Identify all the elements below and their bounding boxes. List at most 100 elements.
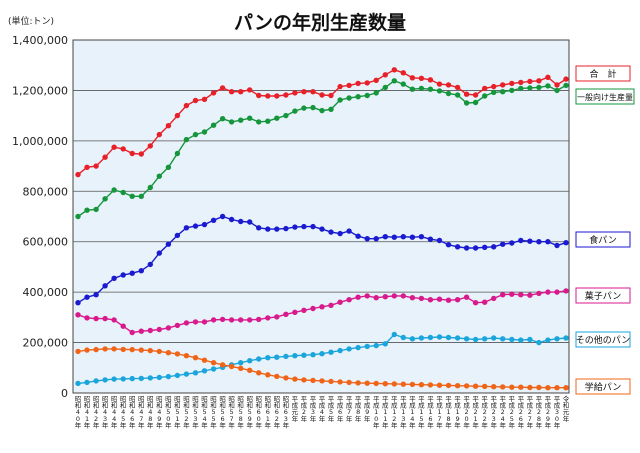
data-point (400, 381, 406, 387)
data-point (436, 382, 443, 388)
x-tick-label: 平成 1 3 年 (400, 395, 407, 429)
data-point (382, 234, 388, 240)
data-point (75, 380, 81, 387)
data-point (111, 376, 117, 382)
data-point (174, 351, 181, 357)
data-point (409, 75, 416, 81)
unit-label: (単位:トン) (8, 15, 54, 27)
x-tick-label: 昭和 5 4 年 (201, 395, 208, 429)
data-point (210, 122, 217, 128)
data-point (427, 86, 434, 92)
data-point (364, 92, 370, 99)
data-point (373, 77, 379, 84)
data-point (337, 379, 343, 385)
data-point (174, 322, 181, 329)
data-point (310, 89, 316, 95)
data-point (355, 344, 361, 351)
legend-box (575, 65, 631, 82)
data-point (111, 275, 117, 281)
data-point (228, 119, 235, 125)
x-tick-label: 平成 1 1 年 (382, 395, 389, 429)
data-point (436, 237, 443, 244)
data-point (536, 384, 542, 391)
data-point (518, 237, 524, 244)
data-point (219, 213, 226, 220)
data-point (265, 372, 271, 378)
x-tick-label: 平成 1 2 年 (391, 395, 398, 429)
data-point (400, 293, 406, 299)
data-point (436, 296, 443, 302)
legend-label: 合 計 (589, 68, 616, 80)
data-point (536, 290, 542, 297)
data-point (247, 317, 253, 323)
data-point (210, 366, 217, 372)
data-point (509, 80, 515, 87)
data-point (256, 92, 262, 99)
data-point (84, 294, 90, 300)
data-point (238, 117, 244, 123)
data-point (527, 336, 533, 343)
data-point (111, 317, 117, 323)
data-point (554, 289, 560, 295)
data-point (292, 108, 298, 114)
data-point (563, 385, 569, 391)
x-tick-label: 昭和 6 2 年 (274, 395, 281, 429)
x-tick-label: 平成 1 4 年 (409, 395, 416, 429)
data-point (174, 232, 181, 239)
data-point (147, 184, 153, 191)
legend-box (575, 231, 631, 248)
plot-area (72, 39, 570, 394)
data-point (400, 234, 406, 240)
data-point (120, 189, 126, 196)
data-point (445, 334, 452, 341)
data-point (328, 302, 334, 308)
data-point (418, 335, 425, 341)
data-point (373, 342, 379, 349)
data-point (346, 95, 352, 101)
data-point (102, 346, 108, 352)
data-point (472, 383, 479, 389)
x-tick-label: 平成 2 2 年 (481, 395, 488, 429)
data-point (301, 352, 307, 358)
x-tick-label: 平成 1 9 年 (454, 395, 461, 429)
data-point (436, 334, 443, 340)
data-point (491, 384, 497, 390)
data-point (454, 244, 461, 250)
data-point (93, 292, 99, 298)
data-point (138, 347, 144, 353)
data-point (256, 119, 262, 125)
data-point (174, 372, 181, 379)
data-point (292, 224, 298, 230)
data-point (482, 244, 488, 250)
data-point (482, 299, 488, 305)
data-point (482, 336, 488, 342)
legend-label: その他のパン (576, 334, 630, 346)
data-point (201, 357, 208, 363)
data-point (138, 151, 144, 157)
data-point (228, 363, 235, 370)
data-point (265, 315, 271, 321)
data-point (210, 360, 217, 366)
series-4 (75, 331, 569, 387)
data-point (147, 327, 153, 334)
data-point (319, 226, 325, 232)
data-point (274, 373, 280, 380)
data-point (382, 294, 388, 300)
data-point (129, 346, 135, 353)
data-point (527, 384, 533, 391)
data-point (472, 300, 479, 306)
x-tick-label: 平成 3 年 (310, 395, 317, 423)
data-point (500, 82, 506, 88)
data-point (536, 239, 542, 245)
data-point (292, 376, 298, 382)
data-point (147, 261, 153, 268)
data-point (454, 84, 461, 91)
data-point (463, 383, 470, 389)
data-point (355, 94, 361, 100)
data-point (75, 213, 81, 220)
data-point (509, 240, 515, 246)
data-point (138, 375, 144, 382)
data-point (382, 84, 388, 91)
data-point (364, 343, 370, 350)
data-point (463, 91, 470, 97)
